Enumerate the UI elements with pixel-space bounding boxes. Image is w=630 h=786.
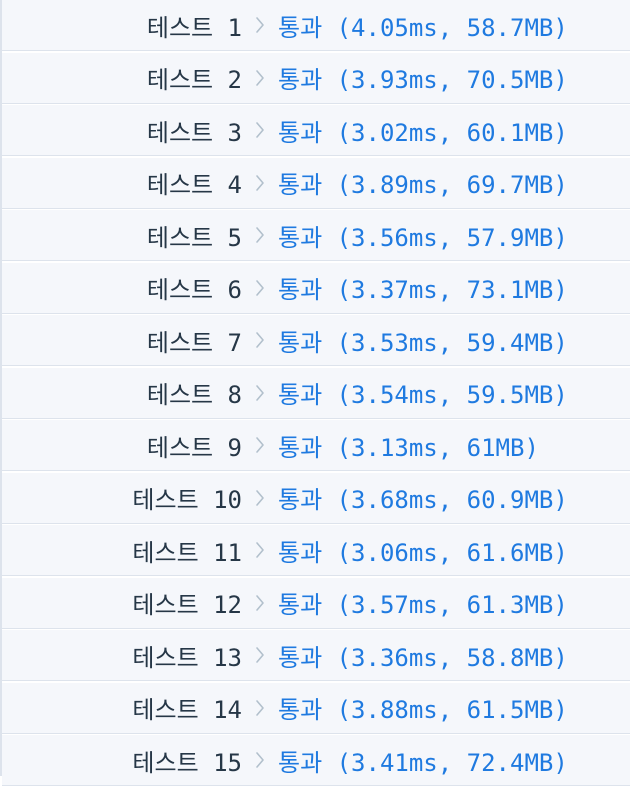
chevron-right-icon	[242, 69, 278, 87]
test-row: 테스트 5 통과 (3.56ms, 57.9MB)	[2, 210, 630, 261]
test-label: 테스트 9	[146, 433, 242, 462]
test-result: 통과 (3.57ms, 61.3MB)	[278, 591, 568, 619]
chevron-right-icon	[242, 331, 278, 349]
test-row: 테스트 10 통과 (3.68ms, 60.9MB)	[2, 472, 630, 524]
chevron-right-icon	[242, 541, 278, 559]
chevron-right-icon	[242, 16, 278, 34]
test-result: 통과 (3.93ms, 70.5MB)	[278, 66, 568, 94]
test-label: 테스트 4	[146, 171, 242, 199]
test-label: 테스트 10	[132, 486, 242, 514]
chevron-right-icon	[242, 594, 278, 612]
test-label: 테스트 14	[132, 696, 242, 724]
test-row: 테스트 8 통과 (3.54ms, 59.5MB)	[2, 367, 630, 419]
test-result: 통과 (3.02ms, 60.1MB)	[278, 118, 568, 147]
test-row: 테스트 6 통과 (3.37ms, 73.1MB)	[2, 262, 630, 314]
test-row: 테스트 14 통과 (3.88ms, 61.5MB)	[2, 682, 630, 734]
test-row: 테스트 12 통과 (3.57ms, 61.3MB)	[2, 577, 630, 629]
chevron-right-icon	[242, 751, 278, 769]
test-row: 테스트 13 통과 (3.36ms, 58.8MB)	[2, 630, 630, 681]
chevron-right-icon	[242, 226, 278, 244]
chevron-right-icon	[242, 174, 278, 192]
test-row: 테스트 4 통과 (3.89ms, 69.7MB)	[2, 157, 630, 209]
test-result: 통과 (3.37ms, 73.1MB)	[278, 276, 568, 304]
chevron-right-icon	[242, 489, 278, 507]
chevron-right-icon	[242, 646, 278, 664]
test-label: 테스트 2	[146, 66, 242, 94]
test-label: 테스트 3	[146, 118, 242, 147]
test-result: 통과 (3.89ms, 69.7MB)	[278, 171, 568, 199]
test-label: 테스트 11	[132, 538, 242, 567]
test-result: 통과 (3.41ms, 72.4MB)	[278, 748, 568, 777]
chevron-right-icon	[242, 384, 278, 402]
test-label: 테스트 8	[146, 381, 242, 409]
test-result: 통과 (3.13ms, 61MB)	[278, 433, 539, 462]
test-label: 테스트 12	[132, 591, 242, 619]
test-row: 테스트 7 통과 (3.53ms, 59.4MB)	[2, 315, 630, 366]
test-label: 테스트 15	[132, 748, 242, 777]
test-result: 통과 (3.53ms, 59.4MB)	[278, 328, 568, 357]
test-row: 테스트 15 통과 (3.41ms, 72.4MB)	[2, 735, 630, 786]
chevron-right-icon	[242, 279, 278, 297]
test-result: 통과 (3.56ms, 57.9MB)	[278, 223, 568, 252]
test-result: 통과 (3.88ms, 61.5MB)	[278, 696, 568, 724]
test-label: 테스트 6	[146, 276, 242, 304]
test-row: 테스트 1 통과 (4.05ms, 58.7MB)	[2, 0, 630, 51]
test-label: 테스트 1	[146, 13, 242, 42]
chevron-right-icon	[242, 699, 278, 717]
test-row: 테스트 2 통과 (3.93ms, 70.5MB)	[2, 52, 630, 104]
test-label: 테스트 7	[146, 328, 242, 357]
test-result: 통과 (3.06ms, 61.6MB)	[278, 538, 568, 567]
chevron-right-icon	[242, 121, 278, 139]
test-label: 테스트 13	[132, 643, 242, 672]
test-result: 통과 (3.68ms, 60.9MB)	[278, 486, 568, 514]
test-row: 테스트 9 통과 (3.13ms, 61MB)	[2, 420, 630, 471]
test-result: 통과 (3.36ms, 58.8MB)	[278, 643, 568, 672]
test-label: 테스트 5	[146, 223, 242, 252]
test-result: 통과 (3.54ms, 59.5MB)	[278, 381, 568, 409]
test-row: 테스트 3 통과 (3.02ms, 60.1MB)	[2, 105, 630, 156]
test-row: 테스트 11 통과 (3.06ms, 61.6MB)	[2, 525, 630, 576]
test-result: 통과 (4.05ms, 58.7MB)	[278, 13, 568, 42]
chevron-right-icon	[242, 436, 278, 454]
